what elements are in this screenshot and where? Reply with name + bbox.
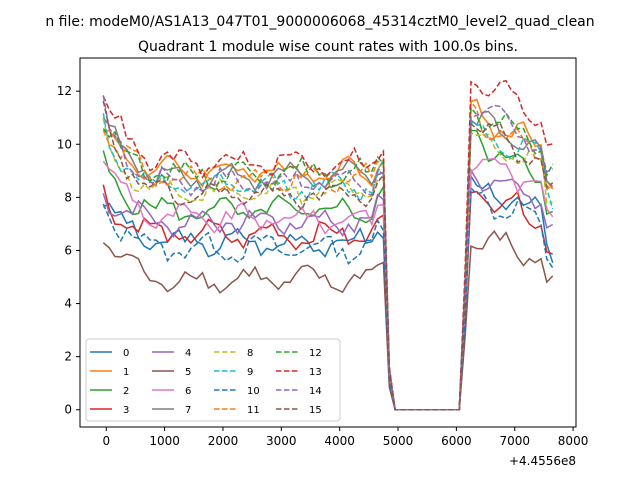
axes-frame xyxy=(79,57,577,428)
series-line-0 xyxy=(102,173,554,411)
series-line-3 xyxy=(102,184,553,411)
legend-label-8: 8 xyxy=(247,348,253,359)
x-tick-label: 7000 xyxy=(499,434,530,448)
legend-label-1: 1 xyxy=(123,367,129,378)
x-tick-label: 1000 xyxy=(149,434,180,448)
series-line-11 xyxy=(102,99,553,411)
x-tick-label: 2000 xyxy=(208,434,239,448)
series-line-12 xyxy=(102,106,554,411)
series-line-14 xyxy=(102,95,554,411)
y-axis: 0 2 4 6 8 10 12 xyxy=(57,84,80,417)
y-tick-label: 0 xyxy=(64,403,72,417)
series-line-5 xyxy=(102,229,554,411)
y-tick-label: 2 xyxy=(64,350,72,364)
legend-label-2: 2 xyxy=(123,386,129,397)
series-line-4 xyxy=(102,167,554,411)
x-tick-label: 5000 xyxy=(383,434,414,448)
x-axis-offset-label: +4.4556e8 xyxy=(509,454,576,468)
series-line-15 xyxy=(102,100,554,411)
legend-label-6: 6 xyxy=(185,386,191,397)
legend-label-3: 3 xyxy=(123,405,129,416)
legend-label-10: 10 xyxy=(247,386,260,397)
chart-title: Quadrant 1 module wise count rates with … xyxy=(138,39,518,55)
y-tick-label: 12 xyxy=(57,84,72,98)
legend-label-14: 14 xyxy=(309,386,322,397)
x-tick-label: 0 xyxy=(102,434,110,448)
y-tick-label: 6 xyxy=(64,243,72,257)
legend-label-11: 11 xyxy=(247,405,260,416)
plot-area xyxy=(102,79,554,411)
x-tick-label: 4000 xyxy=(324,434,355,448)
legend-frame xyxy=(85,338,341,422)
figure-suptitle: n file: modeM0/AS1A13_047T01_9000006068_… xyxy=(45,14,594,30)
y-tick-label: 10 xyxy=(57,137,72,151)
series-line-6 xyxy=(102,157,554,411)
legend-label-5: 5 xyxy=(185,367,191,378)
legend-label-13: 13 xyxy=(309,367,322,378)
series-line-2 xyxy=(102,129,554,411)
y-tick-label: 4 xyxy=(64,297,72,311)
x-tick-label: 6000 xyxy=(441,434,472,448)
legend-label-12: 12 xyxy=(309,348,322,359)
series-line-10 xyxy=(102,186,554,411)
legend-label-15: 15 xyxy=(309,405,322,416)
y-tick-label: 8 xyxy=(64,190,72,204)
x-tick-label: 3000 xyxy=(266,434,297,448)
legend-label-4: 4 xyxy=(185,348,191,359)
x-axis: 0 1000 2000 3000 4000 5000 6000 7000 8000 xyxy=(102,427,588,448)
series-line-13 xyxy=(102,79,553,411)
legend-label-0: 0 xyxy=(123,348,129,359)
legend-label-7: 7 xyxy=(185,405,191,416)
x-tick-label: 8000 xyxy=(558,434,589,448)
legend-label-9: 9 xyxy=(247,367,253,378)
